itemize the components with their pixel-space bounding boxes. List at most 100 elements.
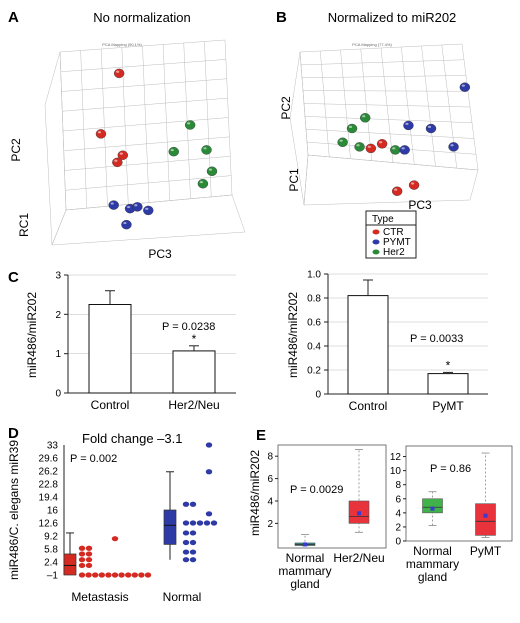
- data-point-normal: [182, 539, 190, 546]
- pca-b-axis-pc2: PC2: [279, 96, 293, 120]
- pca-b-point-her2: [360, 113, 371, 123]
- data-point-normal: [182, 557, 190, 563]
- data-point-normal: [182, 530, 190, 536]
- bar-control: [88, 304, 132, 394]
- pca-b-point-highlight: [410, 182, 415, 185]
- y-tick-label: 1: [55, 349, 61, 360]
- bar-chart-c-right: 0 0.2 0.4 0.6 0.8 1.0 Control PyMT *: [307, 270, 488, 413]
- data-point-normal: [189, 530, 197, 536]
- pca-b-point-ctr: [391, 186, 403, 196]
- box-metastasis: [63, 553, 77, 576]
- y-tick-label: –1: [47, 571, 59, 582]
- data-point-metastasis: [85, 545, 93, 551]
- data-point-metastasis: [138, 572, 145, 578]
- data-point-normal: [196, 520, 204, 526]
- y-tick-label: 12: [390, 452, 402, 463]
- pca-b-point-ctr: [365, 143, 377, 154]
- x-tick-label: mammary: [406, 557, 459, 571]
- x-tick-label: PyMT: [432, 399, 464, 413]
- bar-her2-neu: [172, 350, 216, 394]
- legend-title: Type: [372, 214, 394, 225]
- pca-b-point-highlight: [362, 115, 366, 118]
- x-tick-label: Normal: [286, 551, 325, 565]
- pca-a-point-highlight: [145, 207, 149, 210]
- pca-a-point-highlight: [134, 204, 138, 207]
- pca-b-point-her2: [337, 137, 348, 147]
- box-dot-plot-d: –1 2.4 5.8 9.2 12.6 16 19.4 22.8 26.2 29.6 33 Metas…: [39, 441, 218, 604]
- pca-b-point-highlight: [392, 147, 396, 150]
- pca-a-point-her2: [184, 120, 196, 130]
- box-normal: [422, 498, 443, 514]
- y-tick-label: 8: [267, 452, 273, 463]
- data-point-metastasis: [78, 545, 86, 551]
- pca-a-points: [95, 68, 218, 230]
- data-point-normal: [205, 511, 213, 517]
- d-pvalue: P = 0.002: [70, 453, 117, 465]
- y-tick-label: 4: [267, 496, 273, 507]
- data-point-metastasis: [98, 572, 106, 578]
- x-tick-label: Metastasis: [71, 590, 128, 604]
- pca-a-box: [44, 39, 246, 246]
- pca-a-point-pymt: [121, 219, 132, 230]
- data-point-metastasis: [78, 551, 86, 557]
- pca-plot-a: No normalization PCA Mapping (90.1%) PC2…: [9, 10, 246, 261]
- data-point-normal: [182, 520, 190, 526]
- mean-marker: [430, 506, 435, 511]
- pca-b-point-highlight: [394, 188, 398, 191]
- pca-b-point-highlight: [348, 125, 353, 128]
- pca-a-inner-title: PCA Mapping (90.1%): [102, 42, 142, 47]
- pca-b-axis-pc3: PC3: [408, 198, 432, 212]
- pca-a-point-her2: [206, 166, 218, 176]
- panel-label-b: B: [276, 9, 287, 26]
- legend-label-ctr: CTR: [383, 227, 404, 238]
- bar-chart-c-left: 0 1 2 3 Control Her2/Neu *: [55, 271, 236, 412]
- pca-b-point-highlight: [427, 125, 432, 128]
- pca-a-point-highlight: [119, 152, 123, 155]
- x-tick-label: Her2/Neu: [168, 398, 219, 412]
- pca-a-axis-pc3: PC3: [148, 247, 172, 261]
- data-point-normal: [189, 520, 197, 526]
- pca-a-point-highlight: [114, 159, 118, 162]
- plot-frame: [405, 445, 513, 542]
- data-point-metastasis: [118, 572, 125, 578]
- y-tick-label: 8: [395, 480, 401, 491]
- panel-label-e: E: [256, 427, 266, 444]
- pca-b-point-pymt: [459, 82, 471, 92]
- data-point-normal: [205, 442, 213, 448]
- data-point-normal: [189, 549, 197, 555]
- pca-b-point-highlight: [339, 139, 343, 142]
- bar-pymt: [427, 373, 469, 395]
- y-tick-label: 0.2: [307, 366, 321, 377]
- y-tick-label: 3: [55, 271, 61, 282]
- data-point-metastasis: [125, 572, 132, 578]
- e-right-pvalue: P = 0.86: [430, 463, 471, 475]
- c-right-pvalue: P = 0.0033: [410, 333, 463, 345]
- legend-label-pymt: PYMT: [383, 237, 411, 248]
- data-point-metastasis: [105, 572, 112, 578]
- pca-b-point-pymt: [403, 120, 414, 131]
- x-tick-label: Control: [91, 398, 130, 412]
- panel-label-c: C: [8, 269, 19, 286]
- data-point-metastasis: [85, 557, 93, 563]
- pca-b-inner-title: PCA Mapping (77.4%): [352, 42, 392, 47]
- d-ylabel: miR486/C. elegans miR39: [7, 440, 21, 580]
- data-point-metastasis: [111, 536, 119, 542]
- data-point-normal: [210, 520, 218, 526]
- x-tick-label: PyMT: [470, 544, 502, 558]
- y-tick-label: 0: [395, 537, 401, 548]
- pca-a-point-pymt: [108, 200, 119, 210]
- pca-b-point-highlight: [450, 144, 454, 147]
- y-tick-label: 6: [267, 474, 273, 485]
- y-tick-label: 16: [47, 506, 59, 517]
- pca-b-point-highlight: [379, 141, 383, 144]
- x-tick-label: Her2/Neu: [333, 551, 384, 565]
- pca-b-point-highlight: [461, 84, 465, 87]
- significance-star: *: [192, 332, 197, 346]
- pca-a-point-ctr: [95, 129, 107, 139]
- data-point-normal: [182, 501, 190, 507]
- y-tick-label: 26.2: [39, 467, 59, 478]
- data-point-metastasis: [144, 572, 152, 578]
- pca-a-point-her2: [197, 179, 209, 189]
